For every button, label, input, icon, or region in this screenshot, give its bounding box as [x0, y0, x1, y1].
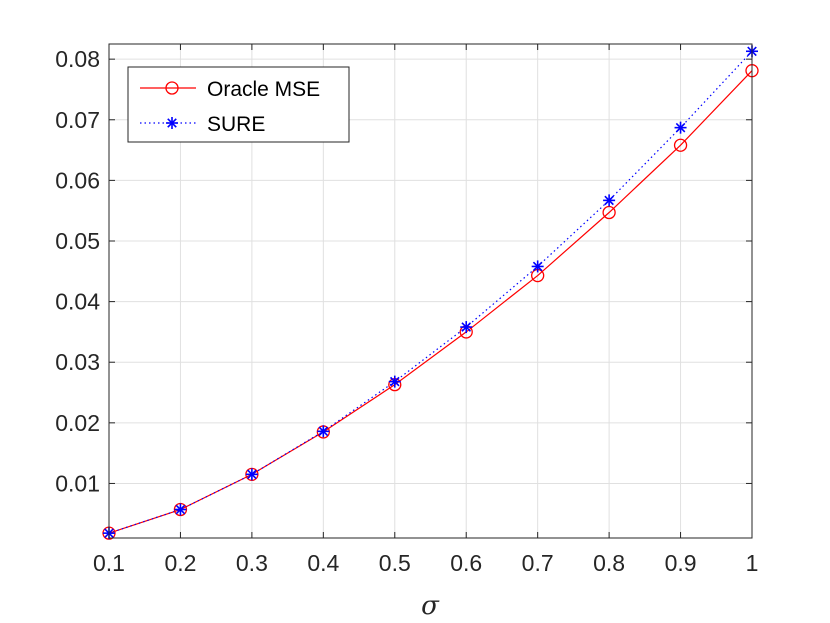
series-1-point-3 — [317, 425, 330, 438]
y-tick-label: 0.01 — [55, 470, 100, 496]
y-tick-label: 0.02 — [55, 410, 100, 436]
y-tick-label: 0.04 — [55, 289, 100, 315]
x-axis-label: σ — [421, 591, 440, 621]
x-tick-label: 0.3 — [236, 550, 268, 576]
series-1-point-8-stroke-3 — [675, 122, 686, 133]
series-1-point-5 — [460, 321, 473, 334]
plot-frame — [108, 43, 753, 539]
series-0-point-7 — [602, 205, 616, 220]
series-1-point-3-stroke-3 — [318, 426, 329, 437]
legend-oracle-label: Oracle MSE — [207, 78, 320, 101]
x-tick-label: 0.1 — [93, 550, 125, 576]
x-tick-label: 0.6 — [450, 550, 482, 576]
series-1-point-7-stroke-3 — [604, 195, 614, 206]
legend-sure-asterisk — [166, 117, 178, 129]
x-tick-label: 0.9 — [665, 550, 697, 576]
series-line-1 — [108, 50, 753, 534]
y-tick-label: 0.08 — [55, 46, 100, 72]
y-tick-label: 0.06 — [55, 167, 100, 193]
series-1-point-2 — [245, 468, 258, 481]
series-line-0 — [108, 70, 753, 534]
y-tick-label: 0.07 — [55, 107, 100, 133]
axes-layer: 0.1 0.2 0.3 0.4 0.5 0.6 0.7 0.8 0.9 1 0.01 0.02 0.03… — [55, 43, 759, 576]
x-tick-label: 0.2 — [164, 550, 196, 576]
series-1-point-5-stroke-3 — [461, 322, 472, 332]
y-tick-label: 0.05 — [55, 228, 100, 254]
legend-sure-label: SURE — [207, 113, 265, 136]
y-tick-label: 0.03 — [55, 349, 100, 375]
series-1-point-4 — [388, 375, 401, 388]
series-1-point-2-stroke-3 — [247, 469, 257, 480]
x-tick-label: 0.7 — [522, 550, 554, 576]
legend-sure-asterisk-stroke-3 — [167, 118, 177, 128]
x-tick-label: 0.8 — [593, 550, 625, 576]
legend-box — [127, 66, 350, 143]
x-tick-label: 0.5 — [379, 550, 411, 576]
series-1-point-1 — [174, 503, 187, 516]
legend: Oracle MSE SURE — [127, 66, 350, 143]
series-layer — [102, 45, 759, 540]
series-0-point-8 — [673, 138, 688, 152]
series-1-point-8 — [674, 121, 687, 134]
series-1-point-6-stroke-3 — [532, 261, 543, 272]
series-1-point-7 — [603, 194, 616, 207]
x-tick-label: 0.4 — [307, 550, 339, 576]
series-1-point-1-stroke-3 — [175, 504, 186, 515]
legend-sure-marker — [166, 117, 178, 129]
legend-oracle-marker — [165, 81, 179, 95]
x-tick-label: 1 — [746, 550, 759, 576]
series-1-point-4-stroke-3 — [389, 376, 400, 387]
series-1-point-6 — [531, 260, 544, 273]
grid-lines — [108, 44, 753, 538]
